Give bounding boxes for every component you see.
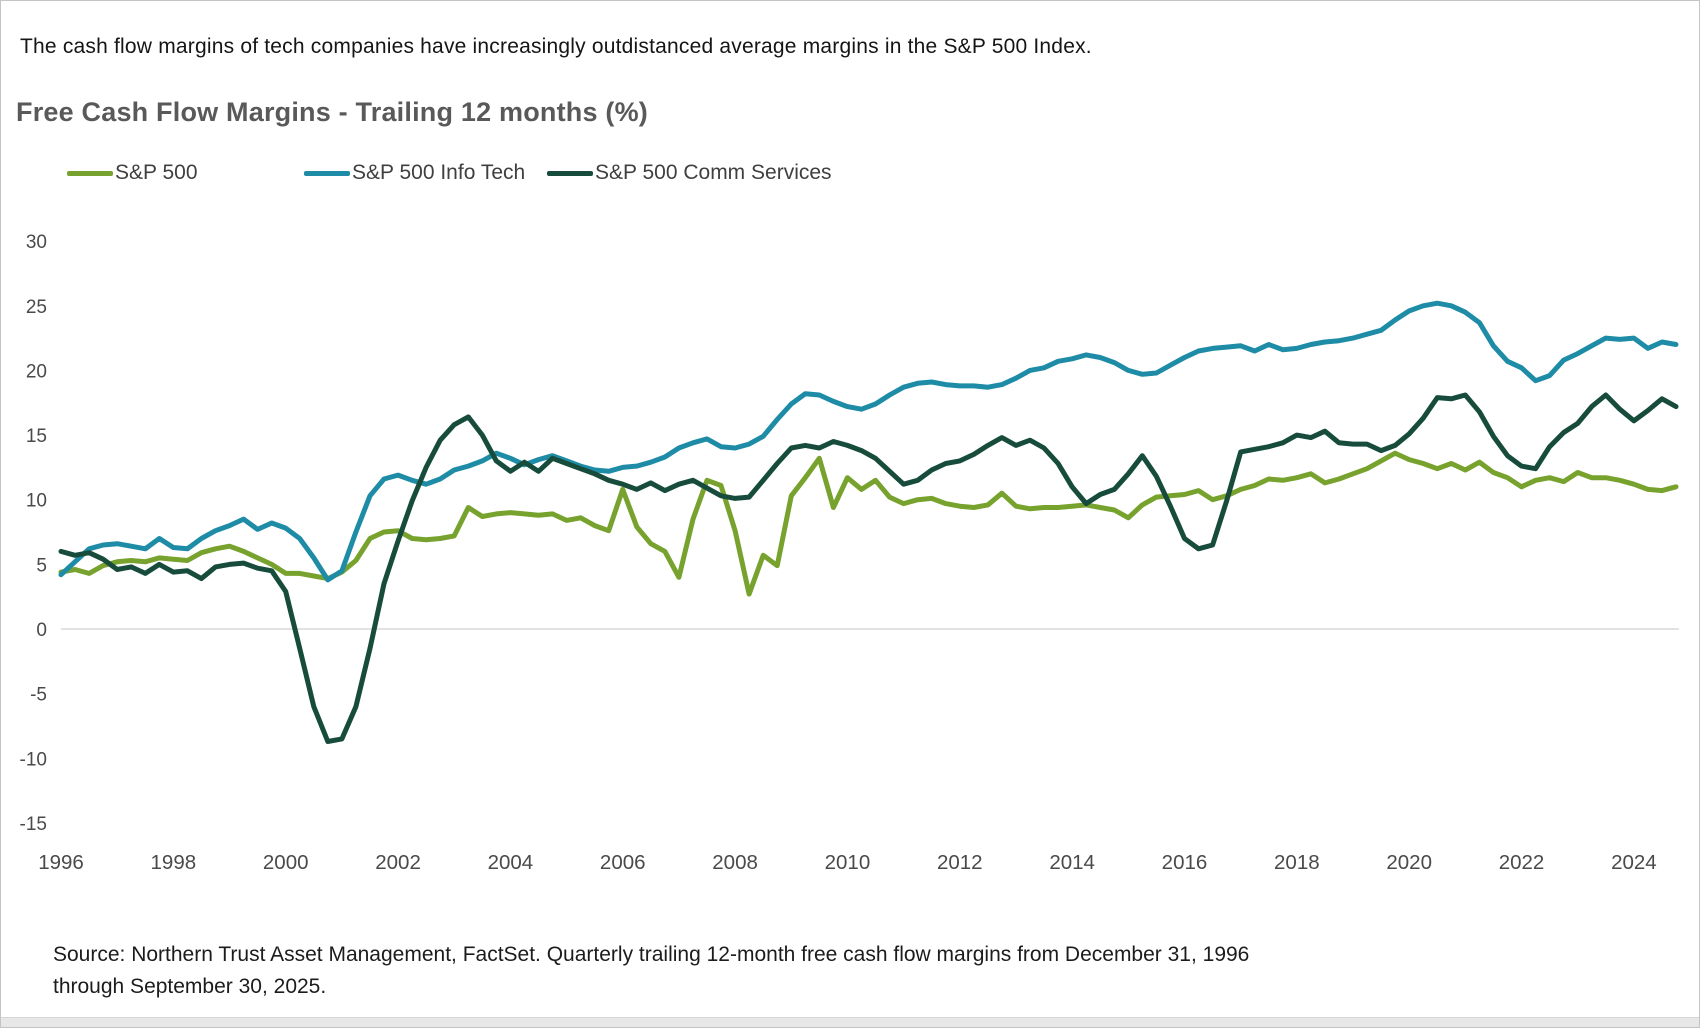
x-tick-label: 2020 [1386,851,1432,874]
y-tick-label: -15 [20,814,47,835]
x-tick-label: 2022 [1499,851,1545,874]
series-line-info-tech [58,300,1679,583]
legend-label-sp500: S&P 500 [115,161,198,184]
x-tick-label: 2004 [488,851,534,874]
x-tick-label: 2018 [1274,851,1320,874]
x-tick-label: 2010 [825,851,871,874]
y-tick-label: 25 [26,297,47,318]
sp500-line-swatch [67,170,113,176]
x-tick-label: 1996 [38,851,84,874]
y-tick-label: 15 [26,426,47,447]
y-tick-label: -10 [20,749,47,770]
x-axis-labels: 1996 1998 2000 2002 2004 2006 2008 2010 2012 2014… [38,851,1656,874]
y-axis-labels: 30 25 20 15 10 5 0 -5 -10 -15 [20,232,47,835]
y-tick-label: 0 [36,620,47,641]
legend-item-info-tech: S&P 500 Info Tech [304,161,525,185]
legend-label-info-tech: S&P 500 Info Tech [352,161,526,184]
x-tick-label: 2016 [1162,851,1208,874]
chart-title: Free Cash Flow Margins - Trailing 12 mon… [16,97,648,127]
x-tick-label: 2024 [1611,851,1657,874]
source-line-2: through September 30, 2025. [53,974,327,998]
y-tick-label: 30 [26,232,47,253]
legend-label-comm-services: S&P 500 Comm Services [595,161,832,184]
comm-services-line-swatch [547,170,593,176]
series-line-comm-services [58,392,1679,744]
x-tick-label: 2012 [937,851,983,874]
headline-text: The cash flow margins of tech companies … [20,35,1092,58]
legend-item-sp500: S&P 500 [67,161,198,185]
info-tech-line-swatch [304,170,350,176]
legend-item-comm-services: S&P 500 Comm Services [547,161,832,185]
source-note: Source: Northern Trust Asset Management,… [53,939,1573,1002]
window-bottom-edge [1,1017,1699,1027]
x-tick-label: 2006 [600,851,646,874]
x-tick-label: 1998 [151,851,197,874]
y-tick-label: -5 [30,685,47,706]
x-tick-label: 2008 [712,851,758,874]
series-line-sp500 [58,450,1679,597]
source-line-1: Source: Northern Trust Asset Management,… [53,943,1250,966]
y-tick-label: 10 [26,491,47,512]
y-tick-label: 20 [26,361,47,382]
y-tick-label: 5 [36,555,47,576]
x-tick-label: 2002 [375,851,421,874]
legend: S&P 500 S&P 500 Info Tech S&P 500 Comm S… [1,161,1699,187]
x-tick-label: 2000 [263,851,309,874]
x-tick-label: 2014 [1049,851,1095,874]
